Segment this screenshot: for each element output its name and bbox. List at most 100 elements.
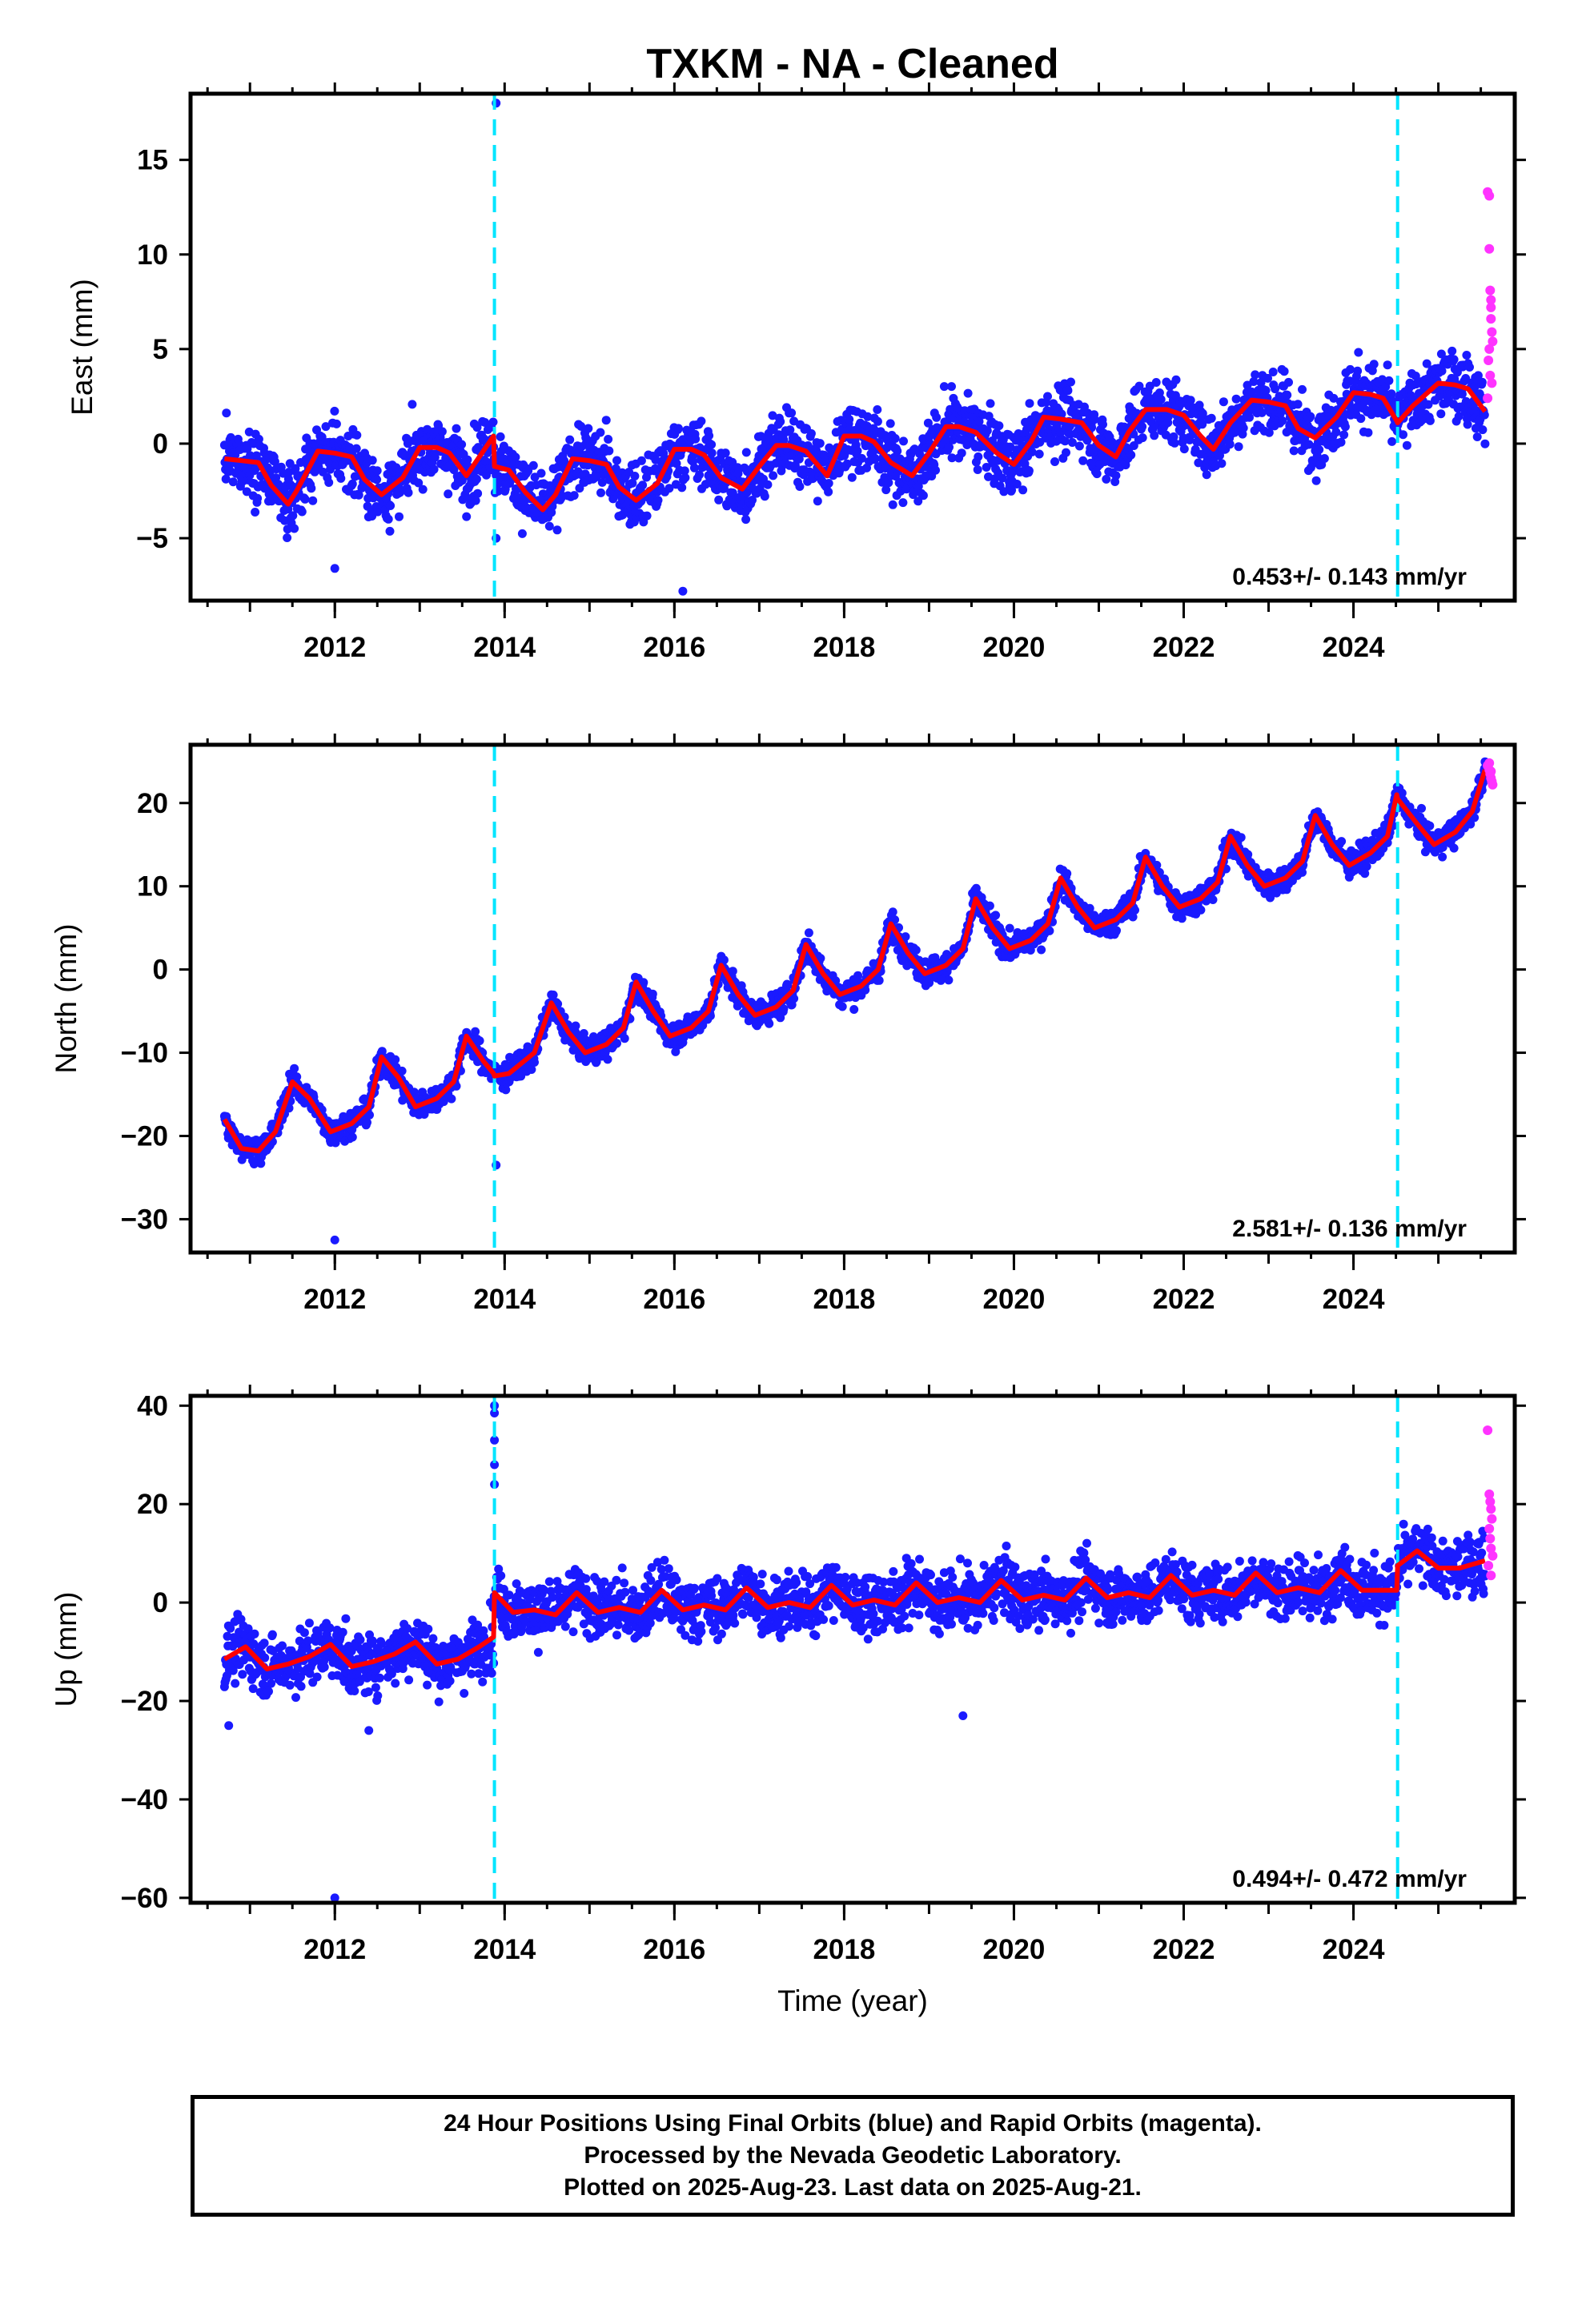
final-orbit-point [974, 452, 983, 461]
rapid-orbit-point [1486, 314, 1496, 324]
final-orbit-point [307, 484, 316, 493]
final-orbit-point [1363, 428, 1373, 437]
x-tick-label: 2022 [1153, 632, 1215, 663]
final-orbit-point [373, 507, 383, 517]
final-orbit-point [321, 422, 331, 432]
final-orbit-point [1150, 431, 1159, 440]
final-orbit-point [1423, 400, 1433, 409]
final-orbit-point [1090, 415, 1099, 424]
final-orbit-point [888, 500, 897, 509]
final-orbit-point [1034, 449, 1044, 459]
final-orbit-point [1062, 448, 1070, 457]
final-orbit-point [923, 418, 933, 428]
final-orbit-point [1304, 440, 1314, 449]
final-orbit-point [1271, 384, 1280, 394]
final-orbit-point [931, 465, 940, 475]
final-orbit-point [947, 453, 957, 463]
final-orbit-point [404, 488, 413, 497]
final-orbit-point [1399, 430, 1407, 440]
final-orbit-point [944, 975, 954, 985]
final-orbit-point [1111, 471, 1121, 480]
final-orbit-point [579, 1029, 588, 1038]
final-orbit-point [1207, 413, 1216, 423]
y-axis-label: East (mm) [66, 279, 98, 416]
final-orbit-point [536, 468, 546, 478]
final-orbit-point [612, 456, 621, 465]
final-orbit-point [1261, 386, 1271, 395]
final-orbit-point [501, 1085, 511, 1095]
final-orbit-point [881, 485, 891, 495]
final-orbit-point [391, 1055, 400, 1064]
final-orbit-point [1236, 833, 1246, 842]
y-tick-label: −5 [136, 523, 168, 554]
final-orbit-point [377, 1047, 387, 1056]
x-tick-label: 2012 [303, 632, 366, 663]
final-orbit-point [253, 493, 263, 503]
final-orbit-point [1202, 470, 1211, 480]
final-orbit-point [638, 480, 648, 490]
final-orbit-point [1257, 408, 1267, 417]
rapid-orbit-point [1484, 191, 1495, 201]
final-orbit-point [837, 1002, 847, 1011]
final-orbit-point [462, 512, 472, 521]
rapid-orbits-points [1483, 187, 1498, 404]
final-orbit-point [596, 488, 605, 497]
final-orbit-point [1251, 370, 1260, 380]
final-orbit-point [721, 448, 730, 458]
final-orbit-point [1085, 903, 1094, 913]
final-orbit-point [429, 464, 439, 474]
final-orbit-point [636, 456, 646, 465]
final-orbit-point [853, 446, 862, 456]
final-orbit-point [714, 495, 724, 505]
final-orbit-point [1194, 458, 1203, 468]
final-orbit-point [785, 425, 795, 435]
final-orbit-point [385, 526, 395, 536]
final-orbit-point [576, 421, 586, 431]
final-orbit-point [1215, 451, 1224, 460]
final-orbit-point [552, 525, 562, 535]
final-orbit-point [221, 474, 231, 484]
final-orbit-point [1411, 372, 1420, 380]
y-tick-label: 15 [137, 145, 168, 176]
final-orbit-point [457, 440, 467, 449]
final-orbit-point [863, 412, 873, 421]
final-orbit-point [794, 454, 804, 464]
final-orbit-point [1473, 371, 1483, 380]
final-orbit-point [691, 434, 701, 444]
final-orbit-point [243, 444, 252, 453]
final-orbit-point [620, 1034, 629, 1043]
final-orbit-point [1437, 366, 1447, 376]
final-orbit-point [1369, 360, 1379, 369]
final-orbit-point [330, 564, 339, 573]
plot-frame [188, 91, 1517, 603]
final-orbit-point [1336, 437, 1346, 447]
final-orbit-point [1234, 442, 1243, 452]
final-orbit-point [222, 408, 231, 418]
final-orbit-point [653, 496, 663, 505]
final-orbit-point [1219, 397, 1228, 407]
final-orbit-point [1436, 349, 1446, 359]
final-orbit-point [756, 432, 765, 441]
final-orbit-point [1239, 424, 1248, 432]
final-orbit-point [1387, 436, 1397, 446]
final-orbit-point [347, 1132, 357, 1142]
final-orbit-point [1152, 860, 1162, 870]
final-orbit-point [472, 423, 482, 432]
final-orbit-point [999, 487, 1009, 497]
final-orbit-point [292, 1072, 302, 1082]
final-orbit-point [592, 472, 601, 481]
final-orbit-point [639, 978, 648, 987]
x-tick-label: 2018 [813, 632, 875, 663]
final-orbit-point [901, 485, 911, 494]
final-orbit-point [1198, 420, 1207, 429]
final-orbit-point [290, 1063, 299, 1073]
final-orbit-point [569, 491, 579, 501]
final-orbit-point [352, 430, 362, 440]
final-orbit-point [1329, 393, 1339, 403]
final-orbit-point [857, 453, 866, 463]
rapid-orbit-point [1484, 344, 1495, 354]
final-orbit-point [251, 451, 261, 460]
final-orbit-point [898, 498, 908, 508]
final-orbit-point [1315, 445, 1324, 454]
final-orbit-point [473, 489, 483, 498]
